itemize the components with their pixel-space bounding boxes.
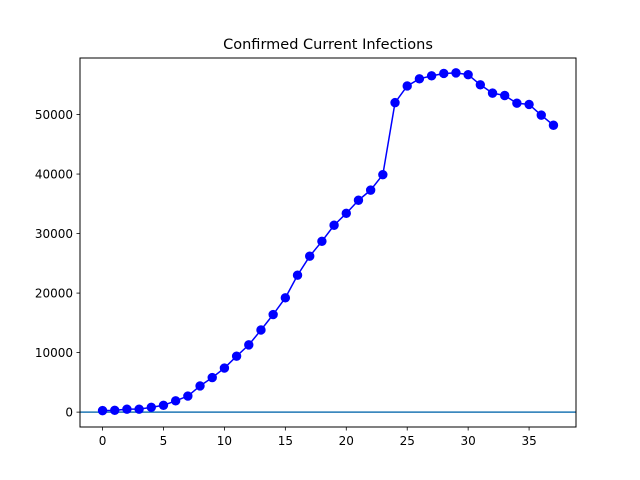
- data-point: [353, 195, 364, 205]
- data-point: [256, 325, 266, 335]
- data-point: [548, 120, 559, 130]
- data-point: [536, 110, 546, 120]
- x-tick-label: 5: [160, 434, 168, 448]
- y-tick-label: 10000: [35, 346, 73, 360]
- chart-title: Confirmed Current Infections: [223, 37, 433, 53]
- data-point: [402, 81, 412, 91]
- data-point: [524, 99, 534, 110]
- y-axis: 0 10000 20000 30000 40000 50000: [35, 108, 80, 419]
- data-point: [487, 88, 498, 98]
- data-point: [500, 90, 510, 101]
- x-tick-label: 0: [99, 434, 107, 448]
- x-tick-label: 15: [278, 434, 293, 448]
- x-tick-label: 20: [339, 434, 354, 448]
- axes-frame: [79, 57, 577, 428]
- data-point: [134, 404, 144, 414]
- data-point: [244, 340, 254, 350]
- data-point: [365, 185, 376, 195]
- data-point: [219, 363, 230, 373]
- x-tick-label: 25: [400, 434, 415, 448]
- data-point: [110, 405, 120, 416]
- x-tick-label: 30: [461, 434, 476, 448]
- data-point: [475, 80, 486, 90]
- data-point: [390, 97, 400, 108]
- data-point: [426, 71, 437, 81]
- y-tick-label: 50000: [35, 108, 73, 122]
- y-tick-label: 0: [65, 405, 73, 419]
- data-point: [183, 391, 193, 401]
- series-line: [102, 72, 554, 412]
- data-point: [463, 69, 473, 80]
- data-point: [122, 404, 132, 414]
- plot-area: [80, 68, 576, 416]
- data-point: [146, 402, 156, 413]
- data-point: [512, 98, 522, 108]
- data-point: [231, 351, 242, 361]
- y-tick-label: 30000: [35, 227, 73, 241]
- data-point: [414, 74, 425, 84]
- data-point: [195, 381, 205, 391]
- data-point: [329, 220, 339, 230]
- x-tick-label: 35: [521, 434, 536, 448]
- data-point: [158, 400, 169, 410]
- data-point: [170, 396, 181, 406]
- data-point: [378, 169, 388, 180]
- data-point: [280, 293, 291, 303]
- x-tick-label: 10: [217, 434, 232, 448]
- x-axis: 0 5 10 15 20 25 30 35: [99, 427, 537, 448]
- data-point: [207, 372, 217, 383]
- y-tick-label: 40000: [35, 167, 73, 181]
- data-point: [268, 309, 278, 320]
- data-point: [439, 68, 449, 79]
- data-point: [317, 236, 327, 247]
- data-point: [451, 68, 461, 78]
- data-point: [97, 405, 108, 416]
- data-point: [341, 208, 351, 219]
- data-point: [292, 270, 303, 280]
- y-tick-label: 20000: [35, 286, 73, 300]
- data-point: [305, 251, 315, 261]
